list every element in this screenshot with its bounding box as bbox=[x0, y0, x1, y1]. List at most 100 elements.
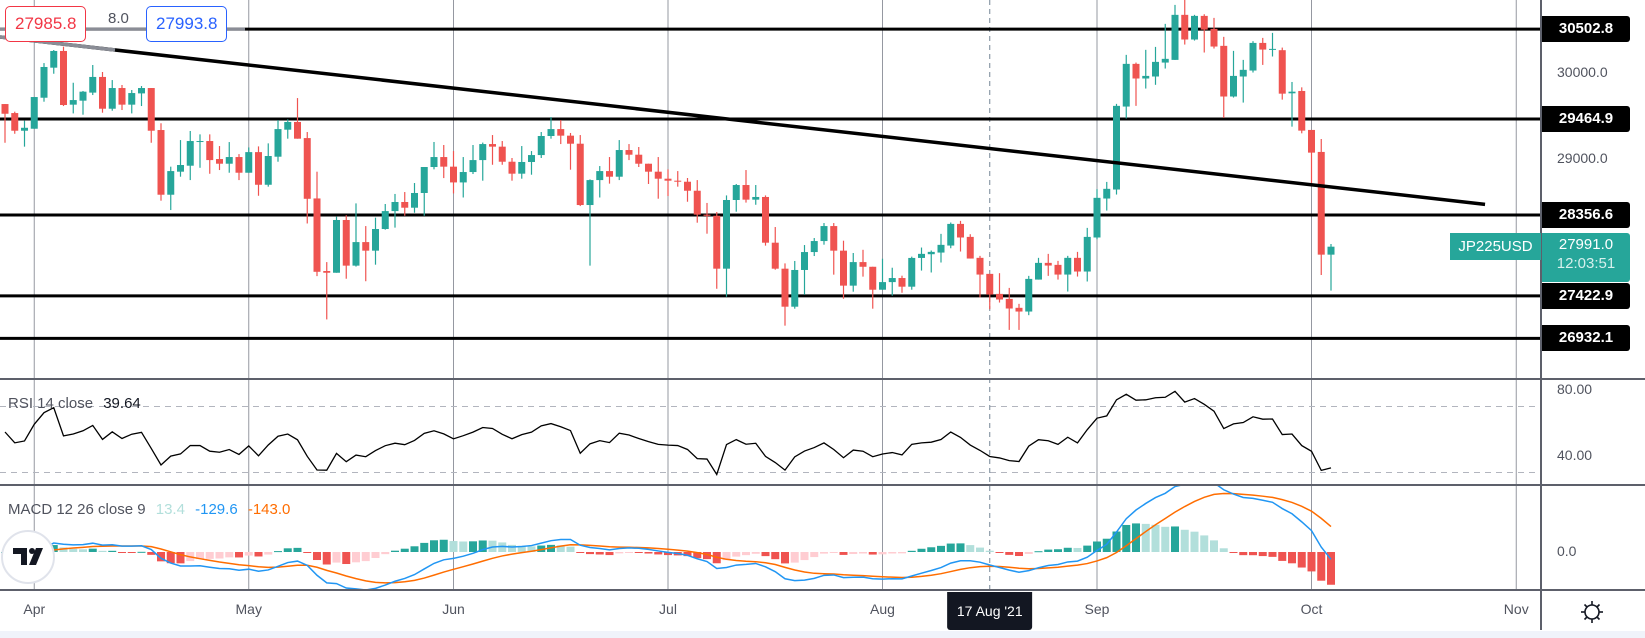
candle-body bbox=[1220, 45, 1228, 97]
macd-histogram-bar bbox=[595, 552, 604, 555]
candle bbox=[1083, 227, 1091, 282]
macd-histogram-bar bbox=[1044, 549, 1053, 552]
candle bbox=[1113, 103, 1120, 195]
candle bbox=[508, 158, 516, 181]
candle bbox=[1035, 257, 1042, 280]
macd-histogram-bar bbox=[1054, 549, 1062, 552]
candle-body bbox=[11, 113, 19, 131]
candle bbox=[645, 163, 652, 184]
candle bbox=[586, 179, 594, 266]
candle-body bbox=[440, 157, 448, 167]
time-label: Jun bbox=[442, 601, 465, 617]
candle bbox=[1191, 14, 1198, 41]
candle-body bbox=[1181, 14, 1189, 40]
candle bbox=[996, 273, 1003, 303]
candle-body bbox=[664, 178, 672, 181]
candle-body bbox=[274, 129, 282, 157]
macd-histogram-bar bbox=[751, 552, 760, 554]
candle bbox=[30, 97, 38, 129]
candle-body bbox=[625, 150, 633, 155]
candle-body bbox=[927, 251, 935, 255]
rsi-legend[interactable]: RSI 14 close 39.64 bbox=[8, 395, 147, 412]
macd-histogram-bar bbox=[1112, 531, 1121, 552]
candle bbox=[528, 151, 535, 175]
tradingview-logo[interactable] bbox=[1, 530, 55, 584]
macd-histogram-bar bbox=[820, 552, 828, 554]
candle-body bbox=[508, 161, 516, 174]
macd-histogram-bar bbox=[264, 552, 273, 555]
candle-body bbox=[1015, 307, 1023, 312]
candle-body bbox=[742, 185, 750, 200]
candle bbox=[489, 135, 496, 165]
candle bbox=[1015, 303, 1023, 330]
candle-body bbox=[1, 104, 9, 114]
price-tick-label: 29000.0 bbox=[1557, 150, 1608, 167]
trendline-segment[interactable] bbox=[0, 35, 1486, 207]
macd-legend[interactable]: MACD 12 26 close 9 13.4 -129.6 -143.0 bbox=[8, 501, 296, 518]
macd-histogram-bar bbox=[537, 545, 546, 552]
candle bbox=[801, 245, 808, 295]
macd-histogram-bar bbox=[586, 552, 594, 555]
candle-body bbox=[1093, 197, 1101, 238]
macd-histogram-bar bbox=[225, 552, 234, 558]
candle bbox=[186, 130, 194, 181]
candle bbox=[362, 226, 370, 282]
candle bbox=[1122, 54, 1130, 119]
candle-body bbox=[849, 262, 857, 286]
candle bbox=[518, 146, 526, 179]
candle bbox=[674, 171, 682, 187]
candle-body bbox=[430, 157, 438, 168]
symbol-label: JP225USD bbox=[1450, 233, 1541, 260]
measure-difference: 8.0 bbox=[108, 10, 129, 27]
macd-histogram-bar bbox=[127, 552, 136, 553]
macd-pane bbox=[1, 486, 1335, 589]
macd-histogram-bar bbox=[283, 548, 292, 552]
candle bbox=[791, 260, 799, 309]
settings-gear-icon[interactable] bbox=[1581, 601, 1603, 623]
candle-body bbox=[333, 220, 340, 273]
candle bbox=[664, 169, 672, 197]
candle-body bbox=[615, 150, 623, 177]
candle bbox=[781, 263, 789, 326]
candle bbox=[1278, 47, 1286, 100]
candle-body bbox=[1269, 48, 1276, 50]
rsi-legend-value: 39.64 bbox=[103, 395, 141, 412]
macd-histogram-bar bbox=[147, 552, 156, 555]
candle-body bbox=[781, 268, 789, 307]
candle bbox=[450, 151, 457, 194]
macd-histogram-bar bbox=[517, 545, 526, 552]
candle bbox=[840, 240, 847, 299]
candle-body bbox=[235, 157, 243, 173]
candle-body bbox=[596, 171, 604, 181]
candle bbox=[625, 144, 633, 161]
candle bbox=[313, 171, 321, 277]
level-price-tag: 26932.1 bbox=[1542, 325, 1630, 352]
candle bbox=[352, 203, 360, 267]
candle-body bbox=[1005, 298, 1013, 309]
candle-body bbox=[60, 50, 67, 106]
macd-histogram-bar bbox=[1307, 552, 1316, 572]
macd-histogram-bar bbox=[79, 549, 87, 552]
candle bbox=[1249, 41, 1257, 73]
macd-histogram-bar bbox=[313, 552, 321, 561]
macd-histogram-bar bbox=[1278, 552, 1287, 561]
macd-histogram-bar bbox=[361, 552, 370, 562]
candle bbox=[264, 143, 272, 187]
horizontal-levels[interactable] bbox=[0, 27, 1541, 340]
candle bbox=[294, 98, 301, 139]
trendline[interactable] bbox=[0, 35, 1486, 207]
candle bbox=[1044, 253, 1052, 276]
candle-body bbox=[1171, 14, 1179, 60]
candle bbox=[99, 72, 106, 113]
candle-body bbox=[1308, 129, 1315, 153]
macd-histogram-bar bbox=[1317, 552, 1326, 581]
candle bbox=[381, 203, 389, 230]
candle bbox=[1152, 46, 1159, 85]
macd-histogram-bar bbox=[800, 552, 809, 561]
macd-histogram-bar bbox=[839, 552, 848, 555]
macd-line-value: -129.6 bbox=[195, 501, 238, 518]
candle bbox=[21, 120, 28, 147]
time-label: Aug bbox=[870, 601, 895, 617]
macd-histogram-bar bbox=[137, 551, 146, 553]
